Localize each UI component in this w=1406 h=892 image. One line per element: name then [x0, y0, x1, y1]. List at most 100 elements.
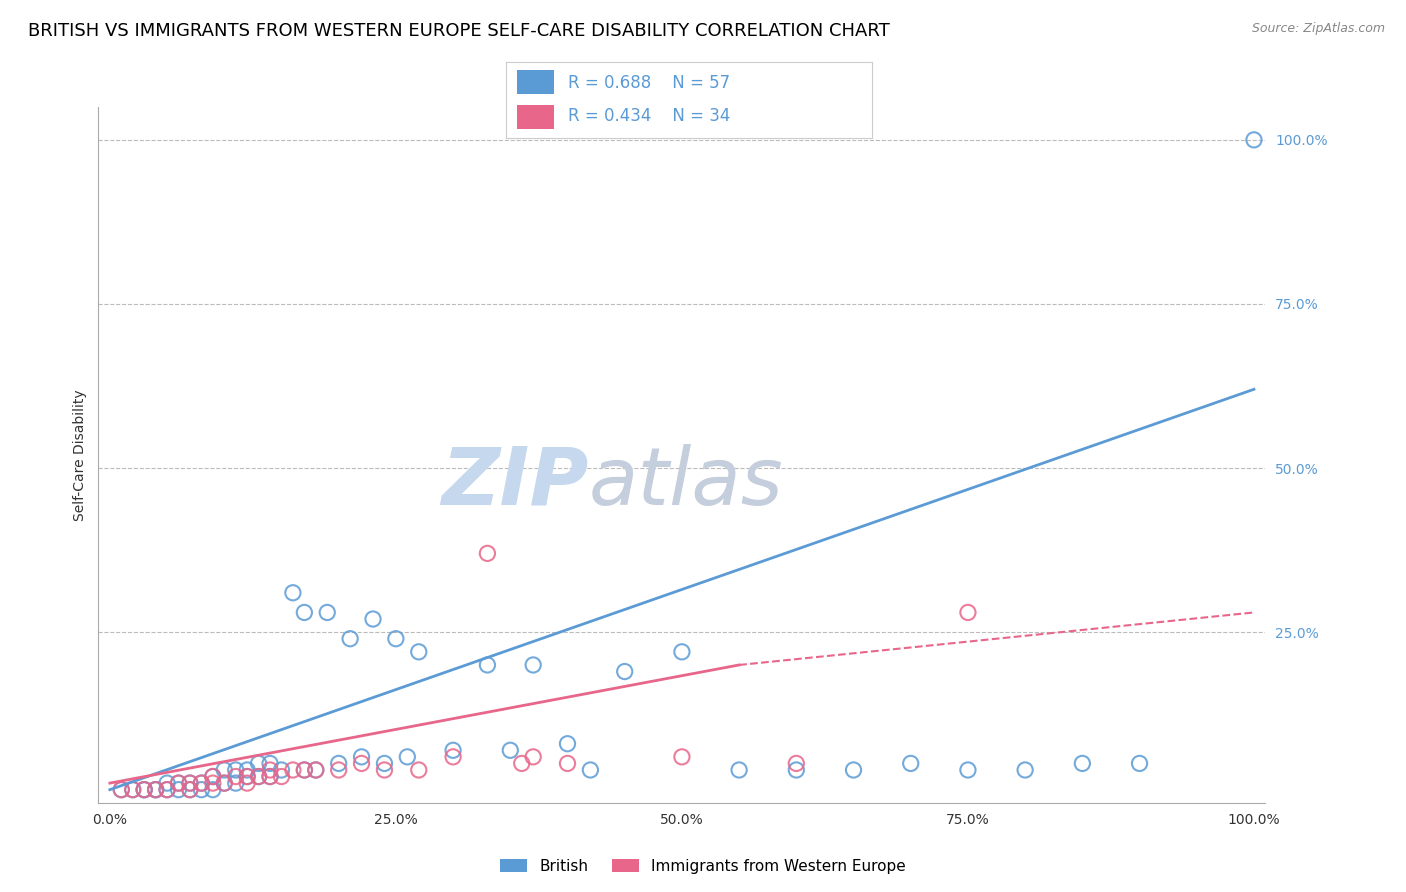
Point [339, 632, 361, 646]
Point [842, 763, 865, 777]
Point [281, 763, 304, 777]
Point [281, 586, 304, 600]
Point [441, 749, 464, 764]
Point [247, 770, 270, 784]
Point [259, 770, 281, 784]
Text: atlas: atlas [589, 443, 783, 522]
Point [201, 782, 224, 797]
Point [385, 632, 408, 646]
Point [214, 763, 236, 777]
Point [557, 737, 579, 751]
Point [270, 763, 292, 777]
Point [110, 782, 132, 797]
Point [1243, 133, 1265, 147]
Point [361, 612, 384, 626]
Point [167, 776, 190, 790]
Point [292, 606, 315, 620]
Point [328, 756, 350, 771]
Point [145, 782, 167, 797]
Point [259, 763, 281, 777]
Bar [517, 70, 554, 95]
Text: BRITISH VS IMMIGRANTS FROM WESTERN EUROPE SELF-CARE DISABILITY CORRELATION CHART: BRITISH VS IMMIGRANTS FROM WESTERN EUROP… [28, 22, 890, 40]
Point [408, 763, 430, 777]
Point [728, 763, 751, 777]
Point [134, 782, 156, 797]
Point [373, 756, 395, 771]
Point [225, 770, 247, 784]
Point [956, 763, 979, 777]
Point [441, 743, 464, 757]
Point [328, 763, 350, 777]
Point [201, 776, 224, 790]
Point [236, 770, 259, 784]
Point [225, 763, 247, 777]
Point [121, 782, 143, 797]
Point [1014, 763, 1036, 777]
Point [316, 606, 339, 620]
Point [156, 776, 179, 790]
Point [350, 749, 373, 764]
Text: Source: ZipAtlas.com: Source: ZipAtlas.com [1251, 22, 1385, 36]
Point [134, 782, 156, 797]
Point [305, 763, 328, 777]
Point [477, 657, 499, 672]
Point [121, 782, 143, 797]
Point [292, 763, 315, 777]
Point [408, 645, 430, 659]
Point [179, 776, 201, 790]
Point [1128, 756, 1150, 771]
Point [247, 770, 270, 784]
Point [247, 756, 270, 771]
Point [900, 756, 922, 771]
Text: R = 0.434    N = 34: R = 0.434 N = 34 [568, 106, 731, 125]
Point [522, 657, 544, 672]
Point [145, 782, 167, 797]
Point [134, 782, 156, 797]
Point [396, 749, 419, 764]
Text: R = 0.688    N = 57: R = 0.688 N = 57 [568, 73, 731, 92]
Point [167, 776, 190, 790]
Point [259, 756, 281, 771]
Point [236, 763, 259, 777]
Point [613, 665, 636, 679]
Point [179, 782, 201, 797]
Point [145, 782, 167, 797]
Point [179, 776, 201, 790]
Point [305, 763, 328, 777]
Point [110, 782, 132, 797]
Point [956, 606, 979, 620]
Point [373, 763, 395, 777]
Point [190, 776, 212, 790]
Point [350, 756, 373, 771]
Point [179, 782, 201, 797]
Point [510, 756, 533, 771]
Point [201, 770, 224, 784]
Point [499, 743, 522, 757]
Point [156, 782, 179, 797]
Point [167, 782, 190, 797]
Point [579, 763, 602, 777]
Point [190, 776, 212, 790]
Y-axis label: Self-Care Disability: Self-Care Disability [73, 389, 87, 521]
Point [477, 546, 499, 560]
Text: ZIP: ZIP [441, 443, 589, 522]
Point [225, 776, 247, 790]
Point [190, 782, 212, 797]
Point [1071, 756, 1094, 771]
Point [259, 770, 281, 784]
Legend: British, Immigrants from Western Europe: British, Immigrants from Western Europe [494, 853, 912, 880]
Point [214, 776, 236, 790]
Point [236, 776, 259, 790]
Point [671, 749, 693, 764]
Point [156, 782, 179, 797]
Point [522, 749, 544, 764]
Bar [517, 105, 554, 129]
Point [785, 763, 807, 777]
Point [236, 770, 259, 784]
Point [214, 776, 236, 790]
Point [292, 763, 315, 777]
Point [557, 756, 579, 771]
Point [785, 756, 807, 771]
Point [201, 770, 224, 784]
Point [270, 770, 292, 784]
